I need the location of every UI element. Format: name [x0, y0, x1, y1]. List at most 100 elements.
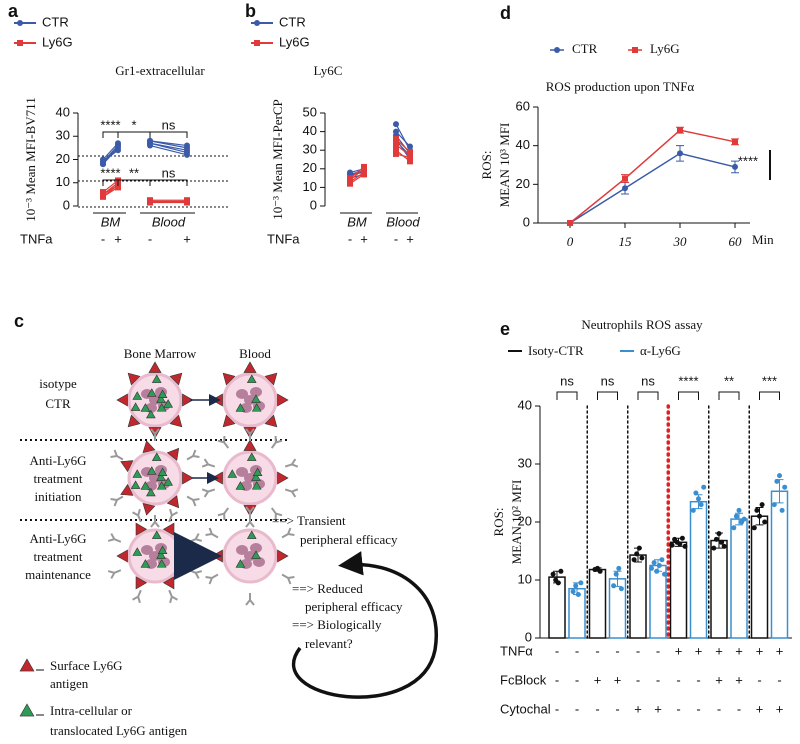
column-header: Blood [239, 346, 271, 361]
y-tick-label: 30 [518, 455, 532, 470]
data-point [771, 502, 777, 508]
antibody [188, 533, 203, 543]
data-point [100, 191, 106, 198]
condition-sign: + [756, 643, 764, 658]
antibody [132, 508, 142, 523]
antigen [222, 372, 236, 386]
antigen [157, 467, 168, 476]
data-point [639, 555, 645, 561]
paired-line [395, 131, 411, 147]
condition-sign: - [555, 643, 559, 658]
significance-label: ns [162, 165, 176, 180]
bar [710, 539, 728, 639]
antigen [162, 576, 175, 590]
antibody [201, 488, 216, 498]
condition-sign: - [656, 672, 660, 687]
condition-sign: - [676, 672, 680, 687]
antigen [142, 440, 156, 453]
significance-label: ** [129, 165, 139, 180]
data-point [701, 484, 707, 490]
y-axis-label: 10⁻³ Mean MFI-BV711 [23, 97, 38, 221]
antigen [246, 452, 257, 461]
condition-sign: - [656, 643, 660, 658]
condition-sign: - [696, 701, 700, 716]
antigen [151, 452, 162, 461]
antigen [243, 439, 257, 451]
condition-sign: + [776, 701, 784, 716]
data-point [622, 175, 628, 182]
condition-sign: - [615, 643, 619, 658]
data-point [679, 535, 685, 541]
antigen [140, 559, 151, 568]
data-point [631, 557, 637, 563]
group-label: Blood [386, 214, 420, 229]
antigen [116, 549, 128, 563]
data-point [115, 142, 121, 149]
legend-label: α-Ly6G [640, 343, 681, 358]
antigen [151, 530, 162, 539]
condition-sign: + [715, 643, 723, 658]
condition-sign: - [575, 701, 579, 716]
panel-label: b [245, 1, 256, 21]
condition-sign: - [757, 672, 761, 687]
data-point [184, 142, 190, 149]
antigen [130, 402, 141, 411]
y-tick-label: 20 [518, 513, 532, 528]
antigen [157, 545, 168, 554]
panel-label: a [8, 1, 19, 21]
group-label: BM [101, 214, 121, 229]
antigen [243, 361, 257, 373]
y-tick-label: 40 [518, 397, 532, 412]
antigen [211, 549, 223, 563]
antigen [140, 481, 151, 490]
antibody [281, 573, 295, 585]
condition-label: + [406, 231, 414, 246]
condition-sign: + [756, 701, 764, 716]
row-label: CTR [45, 396, 71, 411]
paired-line [102, 145, 119, 165]
y-tick-label: 20 [303, 160, 317, 175]
x-axis-label: Min [752, 232, 774, 247]
outcome-text: ==> Transient [272, 513, 346, 528]
significance-label: ns [162, 117, 176, 132]
y-tick-label: 0 [310, 197, 317, 212]
row-label: maintenance [25, 567, 91, 582]
data-point [555, 580, 561, 586]
antigen [127, 414, 141, 428]
y-tick-label: 0 [525, 629, 532, 644]
data-point [698, 502, 704, 508]
y-axis-label: MEAN 10³ MFI [497, 123, 512, 208]
row-label: isotype [39, 376, 77, 391]
data-point [558, 568, 564, 574]
data-point [550, 571, 556, 577]
data-point [147, 198, 153, 205]
antibody [205, 573, 219, 585]
antigen [246, 374, 257, 383]
data-point [611, 583, 617, 589]
y-tick-label: 60 [516, 98, 530, 113]
data-point [782, 484, 788, 490]
data-point [719, 539, 725, 545]
significance-label: **** [100, 165, 120, 180]
panel-label: d [500, 3, 511, 23]
antibody [186, 495, 200, 507]
condition-row-label: TNFa [267, 231, 300, 246]
data-point [754, 507, 760, 513]
data-point [651, 560, 657, 566]
antigen [156, 472, 166, 481]
data-point [597, 568, 603, 574]
condition-sign: - [737, 701, 741, 716]
data-point [347, 175, 353, 182]
y-axis-label: ROS: [491, 508, 506, 537]
nucleus [250, 543, 262, 553]
data-point [147, 137, 153, 144]
data-point [649, 565, 654, 571]
data-point [741, 516, 747, 522]
legend-label: CTR [279, 14, 306, 29]
antibody [110, 449, 124, 461]
antigen [132, 469, 143, 478]
significance-label: **** [678, 373, 698, 388]
condition-sign: + [675, 643, 683, 658]
chart-title: ROS production upon TNFα [546, 79, 695, 94]
y-axis-label: ROS: [479, 151, 494, 180]
